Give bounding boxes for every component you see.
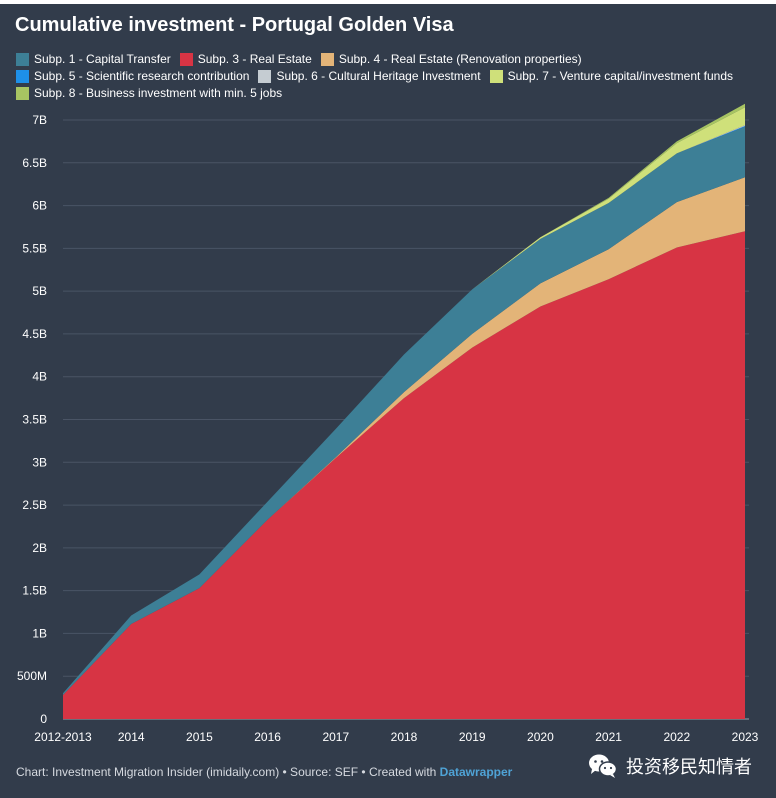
area-subp-3-real-estate xyxy=(63,231,745,719)
y-tick-label: 3.5B xyxy=(22,413,47,427)
x-tick-label: 2023 xyxy=(732,730,759,744)
legend-label: Subp. 3 - Real Estate xyxy=(197,52,312,66)
legend-swatch xyxy=(258,70,272,83)
x-tick-label: 2018 xyxy=(391,730,418,744)
footer-credit: Chart: Investment Migration Insider (imi… xyxy=(16,765,440,779)
y-tick-label: 2B xyxy=(32,541,47,555)
legend-item-subp-5-scientific-research-contribution: Subp. 5 - Scientific research contributi… xyxy=(16,70,249,83)
datawrapper-link[interactable]: Datawrapper xyxy=(439,765,513,779)
x-tick-label: 2016 xyxy=(254,730,281,744)
legend-item-subp-6-cultural-heritage-investment: Subp. 6 - Cultural Heritage Investment xyxy=(258,69,481,83)
y-tick-label: 6.5B xyxy=(22,156,47,170)
area-subp-4-real-estate-renovation-properties xyxy=(63,177,745,696)
y-tick-label: 6B xyxy=(32,199,47,213)
area-subp-1-capital-transfer xyxy=(63,126,745,696)
legend-item-subp-3-real-estate: Subp. 3 - Real Estate xyxy=(179,52,312,66)
legend-item-subp-4-real-estate-renovation-properties: Subp. 4 - Real Estate (Renovation proper… xyxy=(320,52,582,66)
legend-swatch xyxy=(179,53,193,66)
legend-label: Subp. 6 - Cultural Heritage Investment xyxy=(276,69,481,83)
y-tick-label: 1B xyxy=(32,626,47,640)
legend-label: Subp. 7 - Venture capital/investment fun… xyxy=(507,69,734,83)
legend-item-subp-8-business-investment-with-min-5-jobs: Subp. 8 - Business investment with min. … xyxy=(16,87,282,100)
legend-item-subp-7-venture-capital-investment-funds: Subp. 7 - Venture capital/investment fun… xyxy=(489,69,734,83)
y-tick-label: 1.5B xyxy=(22,584,47,598)
watermark: 投资移民知情者 xyxy=(588,753,752,779)
area-chart: 0 500M 1B 1.5B 2B 2.5B 3B 3.5B 4B 4.5B 5B 5.5B 6B 6.5… xyxy=(17,103,759,744)
x-tick-label: 2019 xyxy=(459,730,486,744)
x-tick-label: 2022 xyxy=(663,730,690,744)
y-tick-label: 5.5B xyxy=(22,241,47,255)
y-tick-label: 4.5B xyxy=(22,327,47,341)
legend-label: Subp. 1 - Capital Transfer xyxy=(34,52,171,66)
x-tick-label: 2012-2013 xyxy=(34,730,92,744)
y-tick-label: 0 xyxy=(40,712,47,726)
x-tick-label: 2021 xyxy=(595,730,622,744)
legend-label: Subp. 4 - Real Estate (Renovation proper… xyxy=(338,52,582,66)
x-tick-label: 2017 xyxy=(322,730,349,744)
y-tick-label: 7B xyxy=(32,113,47,127)
y-tick-label: 2.5B xyxy=(22,498,47,512)
legend-item-subp-1-capital-transfer: Subp. 1 - Capital Transfer xyxy=(16,53,171,66)
legend-label: Subp. 5 - Scientific research contributi… xyxy=(34,69,250,83)
y-tick-label: 4B xyxy=(32,370,47,384)
x-tick-label: 2014 xyxy=(118,730,145,744)
y-tick-label: 3B xyxy=(32,455,47,469)
y-tick-label: 5B xyxy=(32,284,47,298)
wechat-icon xyxy=(589,754,618,778)
legend-swatch xyxy=(320,53,334,66)
watermark-text: 投资移民知情者 xyxy=(626,757,752,778)
x-tick-label: 2015 xyxy=(186,730,213,744)
chart-footer: Chart: Investment Migration Insider (imi… xyxy=(16,765,512,779)
x-tick-label: 2020 xyxy=(527,730,554,744)
chart-card: Cumulative investment - Portugal Golden … xyxy=(0,4,776,798)
legend: Subp. 1 - Capital Transfer Subp. 3 - Real… xyxy=(16,53,766,100)
legend-label: Subp. 8 - Business investment with min. … xyxy=(34,86,283,100)
legend-swatch xyxy=(16,53,29,66)
legend-swatch xyxy=(16,70,29,83)
y-tick-label: 500M xyxy=(17,669,47,683)
legend-swatch xyxy=(489,70,503,83)
chart-title: Cumulative investment - Portugal Golden … xyxy=(15,14,454,36)
legend-swatch xyxy=(16,87,29,100)
